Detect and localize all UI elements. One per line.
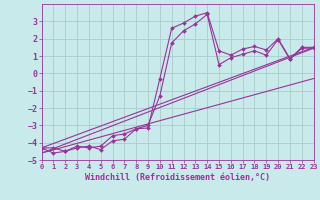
X-axis label: Windchill (Refroidissement éolien,°C): Windchill (Refroidissement éolien,°C) [85,173,270,182]
